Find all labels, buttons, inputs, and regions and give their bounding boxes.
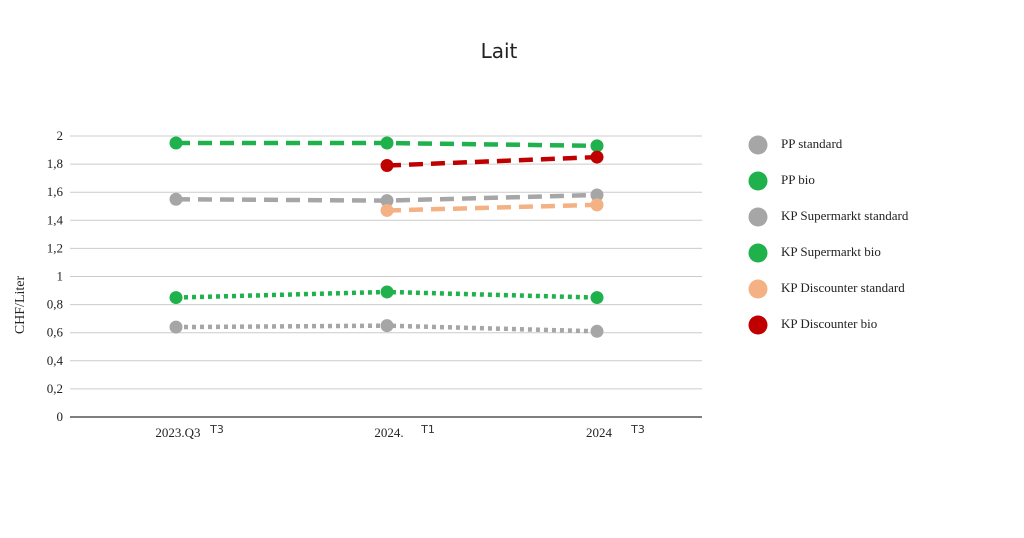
y-tick-label: 0 xyxy=(57,409,64,424)
legend-label: KP Supermarkt bio xyxy=(781,244,881,259)
y-tick-label: 1,2 xyxy=(47,240,63,255)
y-tick-label: 1,6 xyxy=(47,184,64,199)
x-tick-sublabel: T1 xyxy=(420,423,435,436)
data-point xyxy=(380,194,394,208)
y-tick-label: 2 xyxy=(57,128,64,143)
y-tick-label: 0,2 xyxy=(47,381,63,396)
y-tick-label: 0,8 xyxy=(47,297,63,312)
legend-label: KP Supermarkt standard xyxy=(781,208,909,223)
legend-label: PP bio xyxy=(781,172,815,187)
chart-title: Lait xyxy=(481,39,518,63)
legend-marker xyxy=(748,315,768,335)
data-point xyxy=(169,320,183,334)
legend-label: KP Discounter standard xyxy=(781,280,905,295)
legend-label: KP Discounter bio xyxy=(781,316,877,331)
legend-marker xyxy=(748,243,768,263)
data-point xyxy=(590,198,604,212)
x-tick-label: 2024. xyxy=(374,425,403,440)
y-tick-label: 1,8 xyxy=(47,156,63,171)
data-point xyxy=(590,150,604,164)
legend: PP standard PP bio KP Supermarkt standard K… xyxy=(748,135,909,335)
data-point xyxy=(380,136,394,150)
gridlines: 2 1,8 1,6 1,4 1,2 1 0,8 0,6 0,4 0,2 0 xyxy=(47,128,702,424)
data-point xyxy=(380,203,394,217)
series-line-5 xyxy=(386,202,598,213)
data-point xyxy=(380,319,394,333)
legend-marker xyxy=(748,207,768,227)
data-point xyxy=(590,324,604,338)
legend-marker xyxy=(748,171,768,191)
data-point xyxy=(380,285,394,299)
data-point xyxy=(169,136,183,150)
y-axis-title: CHF/Liter xyxy=(13,276,28,335)
x-tick-label: 2023.Q3 xyxy=(155,425,200,440)
x-tick-sublabel: T3 xyxy=(209,423,224,436)
data-point xyxy=(590,291,604,305)
x-axis-labels: 2023.Q3 T3 2024. T1 2024 T3 xyxy=(155,423,644,440)
series-line-6 xyxy=(386,154,598,168)
legend-marker xyxy=(748,279,768,299)
y-tick-label: 1,4 xyxy=(47,212,64,227)
data-point xyxy=(169,192,183,206)
data-point xyxy=(380,159,394,173)
y-tick-label: 0,6 xyxy=(47,325,64,340)
x-tick-label: 2024 xyxy=(586,425,613,440)
y-tick-label: 0,4 xyxy=(47,353,64,368)
data-point xyxy=(169,291,183,305)
legend-label: PP standard xyxy=(781,136,843,151)
series-lines xyxy=(169,136,604,338)
x-tick-sublabel: T3 xyxy=(630,423,645,436)
data-point xyxy=(590,188,604,202)
data-point xyxy=(590,139,604,153)
y-tick-label: 1 xyxy=(57,269,64,284)
legend-marker xyxy=(748,135,768,155)
